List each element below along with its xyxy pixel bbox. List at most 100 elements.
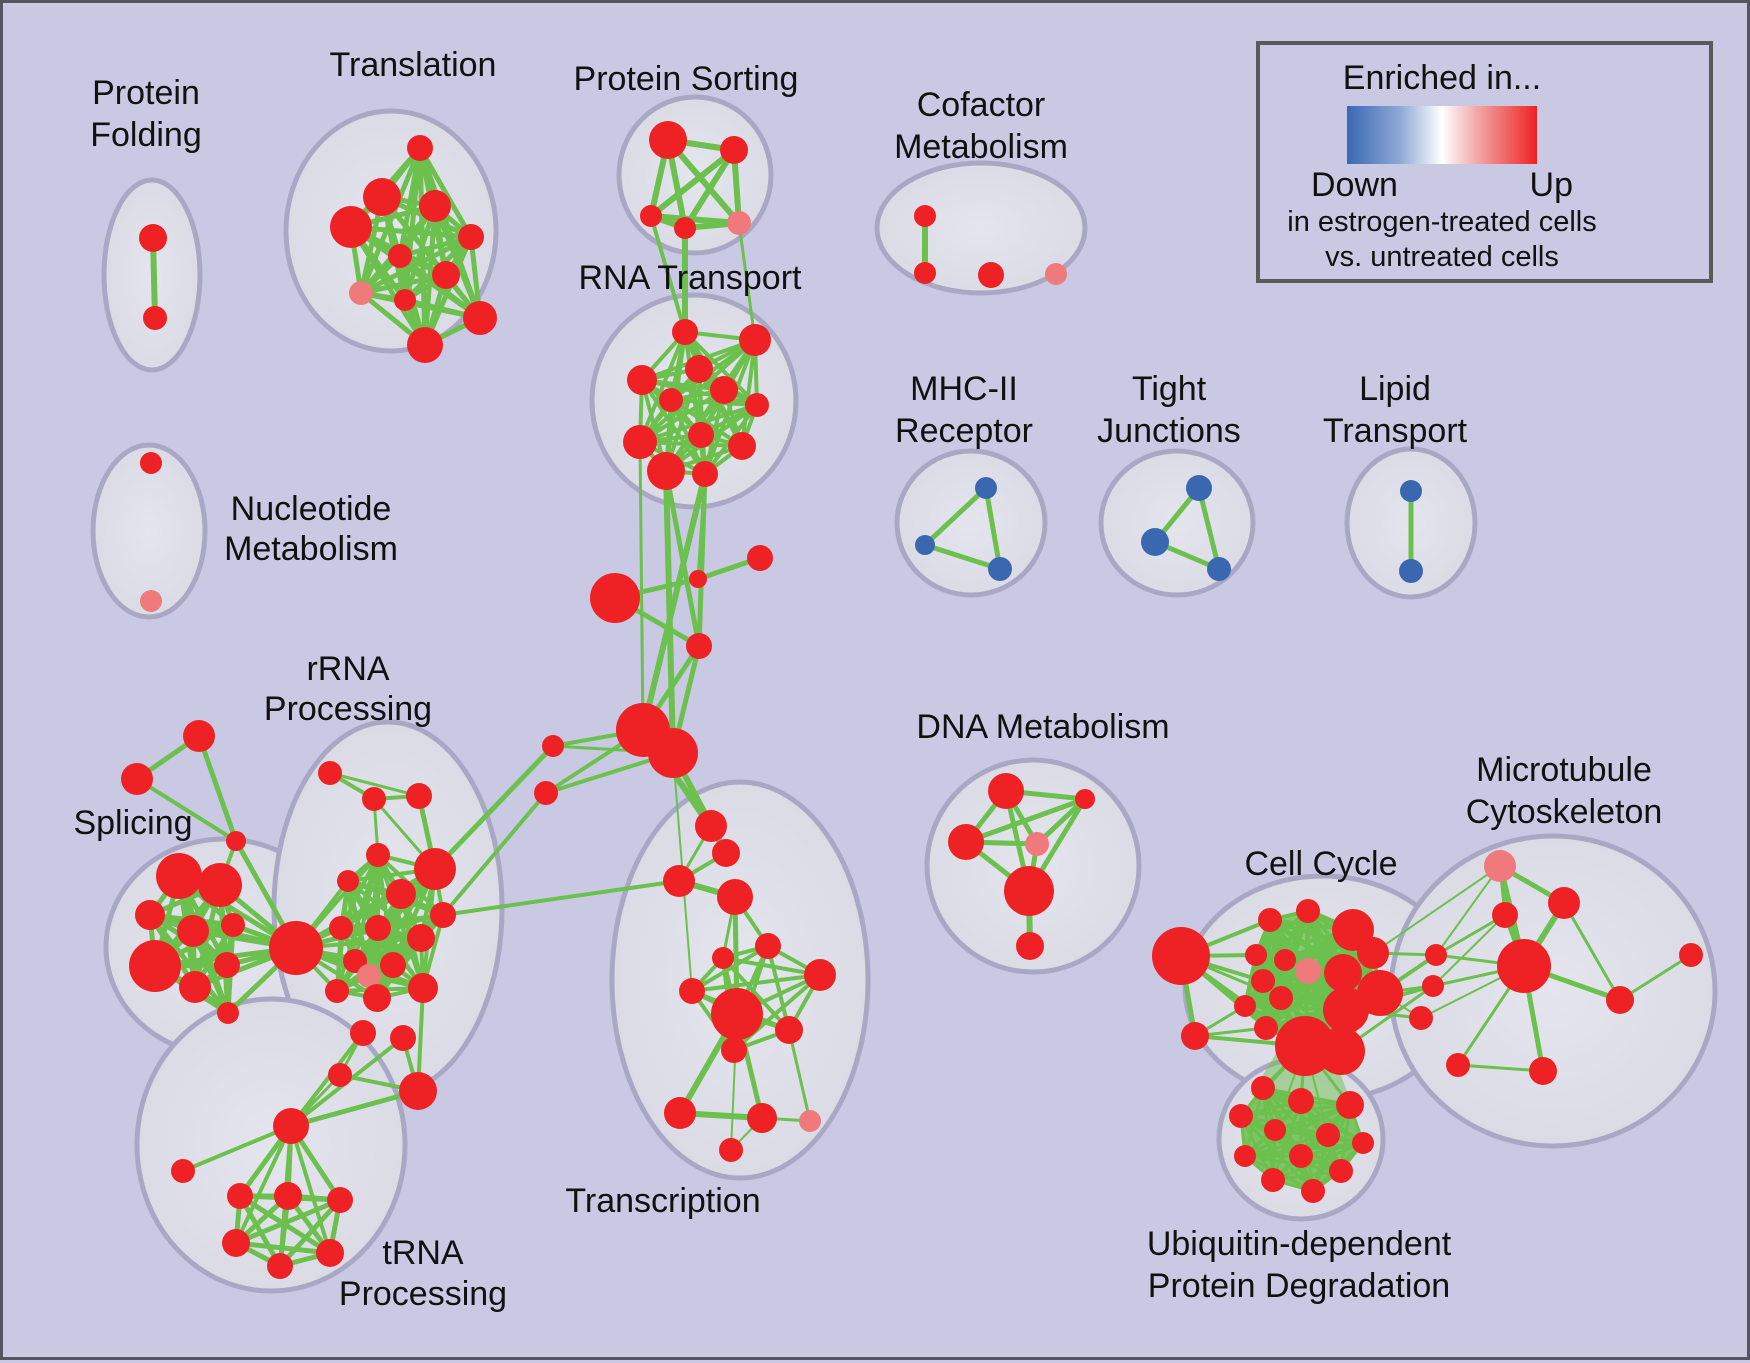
edge — [924, 542, 1001, 572]
gene-set-node-up — [1357, 937, 1389, 969]
cluster-label: Lipid — [1359, 370, 1431, 408]
gene-set-node-up — [712, 947, 734, 969]
gene-set-node-up — [140, 452, 162, 474]
gene-set-node-up — [135, 900, 165, 930]
edge — [640, 378, 707, 476]
gene-set-node-up — [755, 933, 781, 959]
cluster-label: Cofactor — [917, 86, 1046, 124]
gene-set-node-up — [1484, 850, 1516, 882]
gene-set-node-down — [1399, 559, 1423, 583]
gene-set-node-up — [273, 1108, 309, 1144]
gene-set-node-up — [1274, 949, 1296, 971]
gene-set-node-up — [804, 959, 836, 991]
gene-set-node-up — [1425, 944, 1447, 966]
gene-set-node-up — [140, 590, 162, 612]
gene-set-node-up — [1181, 1022, 1209, 1050]
gene-set-node-up — [948, 824, 984, 860]
cluster-label: Processing — [339, 1275, 507, 1313]
gene-set-node-up — [177, 915, 209, 947]
gene-set-node-up — [747, 1103, 777, 1133]
gene-set-node-up — [799, 1110, 821, 1132]
gene-set-node-up — [695, 810, 727, 842]
gene-set-node-up — [1264, 1119, 1286, 1141]
gene-set-node-up — [227, 1183, 253, 1209]
gene-set-node-up — [659, 388, 683, 412]
edge — [442, 879, 680, 917]
gene-set-node-up — [747, 545, 773, 571]
cluster-label: DNA Metabolism — [916, 708, 1169, 746]
gene-set-node-up — [663, 865, 695, 897]
gene-set-node-up — [350, 1020, 376, 1046]
gene-set-node-up — [1324, 954, 1362, 992]
edge — [354, 913, 444, 963]
cluster-label: Nucleotide — [231, 490, 392, 528]
gene-set-node-up — [432, 261, 460, 289]
cluster-label: Protein Degradation — [1148, 1267, 1450, 1305]
gene-set-node-up — [717, 879, 753, 915]
cluster-label: Cytoskeleton — [1466, 793, 1663, 831]
edge — [1244, 1103, 1351, 1158]
cluster-label: rRNA — [306, 650, 389, 688]
gene-set-node-up — [1234, 1145, 1256, 1167]
edge — [360, 272, 447, 296]
gene-set-node-up — [269, 921, 323, 975]
gene-set-node-up — [679, 978, 705, 1004]
gene-set-node-up — [1329, 1159, 1353, 1183]
gene-set-node-up — [1301, 1179, 1325, 1203]
gene-set-node-up — [328, 1063, 352, 1087]
gene-set-node-up — [1492, 902, 1518, 928]
gene-set-node-up — [1229, 1104, 1253, 1128]
gene-set-node-up — [719, 1138, 743, 1162]
gene-set-node-up — [318, 761, 342, 785]
gene-set-node-up — [349, 281, 373, 305]
edge — [1244, 1133, 1329, 1158]
gene-set-node-up — [1317, 1027, 1365, 1075]
cluster-label: Protein — [92, 74, 200, 112]
gene-set-node-up — [330, 206, 372, 248]
edge — [669, 398, 744, 448]
cluster-label: tRNA — [382, 1234, 464, 1272]
edge — [278, 1198, 342, 1268]
gene-set-node-up — [414, 848, 456, 890]
gene-set-node-up — [386, 879, 416, 909]
gene-set-node-up — [534, 781, 558, 805]
legend-up-label: Up — [1529, 166, 1573, 204]
gene-set-node-up — [672, 319, 698, 345]
gene-set-node-up — [712, 839, 740, 867]
edge — [640, 473, 708, 731]
legend-gradient-bar — [1347, 106, 1537, 164]
gene-set-node-up — [1269, 986, 1293, 1010]
gene-set-node-down — [915, 535, 935, 555]
nodes-layer — [121, 121, 1703, 1279]
gene-set-node-up — [1409, 1006, 1433, 1030]
edge — [1432, 914, 1506, 987]
gene-set-node-up — [1045, 263, 1067, 285]
edge — [1196, 487, 1222, 570]
gene-set-node-up — [226, 831, 246, 851]
cluster-ellipse-tight-junctions — [1098, 448, 1256, 598]
gene-set-node-up — [1446, 1053, 1470, 1077]
gene-set-node-down — [1400, 480, 1422, 502]
gene-set-node-up — [267, 1253, 293, 1279]
gene-set-node-up — [1357, 970, 1403, 1016]
gene-set-node-up — [1025, 832, 1049, 856]
edge — [182, 1124, 292, 1173]
gene-set-node-down — [975, 477, 997, 499]
gene-set-node-down — [1141, 528, 1169, 556]
gene-set-node-up — [775, 1016, 803, 1044]
gene-set-node-up — [129, 940, 181, 992]
legend-down-label: Down — [1311, 166, 1398, 204]
gene-set-node-up — [407, 135, 433, 161]
gene-set-node-down — [1207, 557, 1231, 581]
gene-set-node-up — [316, 1239, 344, 1267]
gene-set-node-up — [1261, 1168, 1285, 1192]
edge — [1435, 913, 1506, 957]
cluster-label: RNA Transport — [579, 259, 803, 297]
cluster-label: Transcription — [565, 1182, 760, 1220]
gene-set-node-up — [1016, 932, 1044, 960]
cluster-label: Receptor — [895, 412, 1033, 450]
edge — [649, 215, 687, 333]
gene-set-node-up — [363, 178, 401, 216]
gene-set-node-up — [674, 217, 696, 239]
